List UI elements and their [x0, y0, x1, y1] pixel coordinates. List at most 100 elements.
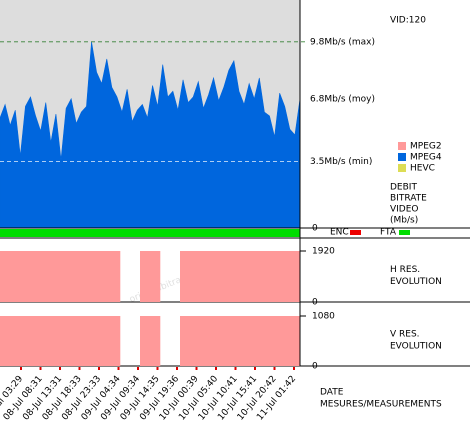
resolution-bar — [240, 316, 246, 366]
resolution-bar — [110, 316, 116, 366]
resolution-bar — [270, 251, 276, 302]
resolution-bar — [280, 316, 286, 366]
resolution-bar — [95, 251, 101, 302]
resolution-bar — [45, 251, 51, 302]
resolution-bar — [45, 316, 51, 366]
fta-label: FTA — [380, 228, 397, 238]
resolution-bar — [255, 316, 261, 366]
resolution-bar — [220, 251, 226, 302]
resolution-bar — [230, 251, 236, 302]
resolution-bar — [30, 251, 36, 302]
resolution-bar — [235, 316, 241, 366]
legend-label: HEVC — [410, 164, 435, 174]
resolution-bar — [35, 251, 41, 302]
resolution-bar — [265, 316, 271, 366]
resolution-bar — [290, 316, 296, 366]
resolution-bar — [95, 316, 101, 366]
resolution-bar — [60, 316, 66, 366]
resolution-bar — [145, 316, 151, 366]
resolution-bar — [90, 251, 96, 302]
resolution-bar — [150, 251, 156, 302]
resolution-bar — [20, 316, 26, 366]
fta-bar — [0, 229, 300, 237]
resolution-bar — [115, 251, 121, 302]
resolution-bar — [85, 251, 91, 302]
fta-swatch — [399, 230, 410, 235]
resolution-bar — [275, 251, 281, 302]
resolution-bar — [210, 251, 216, 302]
resolution-bar — [40, 316, 46, 366]
resolution-bar — [25, 316, 31, 366]
vid-label: VID:120 — [390, 16, 426, 26]
x-tick — [137, 367, 139, 370]
resolution-bar — [195, 251, 201, 302]
resolution-bar — [260, 316, 266, 366]
y-tick-label: 1920 — [312, 247, 335, 257]
x-tick — [293, 367, 295, 370]
resolution-bar — [290, 251, 296, 302]
resolution-bar — [215, 251, 221, 302]
x-tick — [39, 367, 42, 370]
panel-title: EVOLUTION — [390, 342, 442, 352]
resolution-bar — [225, 316, 231, 366]
x-tick — [156, 367, 159, 370]
resolution-bar — [280, 251, 286, 302]
resolution-bar — [110, 251, 116, 302]
x-tick — [59, 367, 61, 370]
legend-swatch — [398, 142, 406, 150]
resolution-bar — [190, 251, 196, 302]
resolution-bar — [50, 316, 56, 366]
y-axis-label: DEBIT — [390, 183, 417, 193]
resolution-bar — [295, 251, 301, 302]
y-tick-label: 0 — [312, 362, 318, 372]
x-axis-label: DATE — [320, 388, 344, 398]
resolution-bar — [25, 251, 31, 302]
resolution-bar — [145, 251, 151, 302]
resolution-bar — [100, 316, 106, 366]
resolution-bar — [245, 251, 251, 302]
panel-title: EVOLUTION — [390, 277, 442, 287]
resolution-bar — [155, 316, 161, 366]
resolution-bar — [55, 316, 61, 366]
resolution-bar — [270, 316, 276, 366]
resolution-bar — [85, 316, 91, 366]
x-tick — [117, 367, 120, 370]
resolution-bar — [40, 251, 46, 302]
resolution-bar — [5, 251, 11, 302]
y-axis-label: BITRATE — [390, 194, 427, 204]
resolution-bar — [285, 316, 291, 366]
resolution-bar — [155, 251, 161, 302]
resolution-bar — [185, 251, 191, 302]
resolution-bar — [250, 251, 256, 302]
resolution-bar — [20, 251, 26, 302]
y-axis-label: VIDEO — [390, 205, 419, 215]
resolution-bar — [70, 251, 76, 302]
y-tick-label: 1080 — [312, 312, 335, 322]
resolution-bar — [140, 316, 146, 366]
resolution-bar — [115, 316, 121, 366]
resolution-bar — [75, 316, 81, 366]
y-tick-label: 0 — [312, 298, 318, 308]
resolution-bar — [230, 316, 236, 366]
resolution-bar — [10, 251, 16, 302]
resolution-bar — [220, 316, 226, 366]
resolution-bar — [105, 251, 111, 302]
x-tick — [215, 367, 217, 370]
resolution-bar — [0, 316, 6, 366]
resolution-bar — [285, 251, 291, 302]
x-tick — [234, 367, 237, 370]
resolution-bar — [180, 251, 186, 302]
x-tick — [273, 367, 276, 370]
legend-swatch — [398, 153, 406, 161]
resolution-bar — [235, 251, 241, 302]
resolution-bar — [205, 251, 211, 302]
resolution-bar — [250, 316, 256, 366]
legend-label: MPEG2 — [410, 142, 442, 152]
resolution-bar — [190, 316, 196, 366]
enc-swatch — [350, 230, 361, 235]
resolution-bar — [90, 316, 96, 366]
x-tick — [195, 367, 198, 370]
x-tick — [98, 367, 100, 370]
resolution-bar — [10, 316, 16, 366]
resolution-bar — [15, 251, 21, 302]
